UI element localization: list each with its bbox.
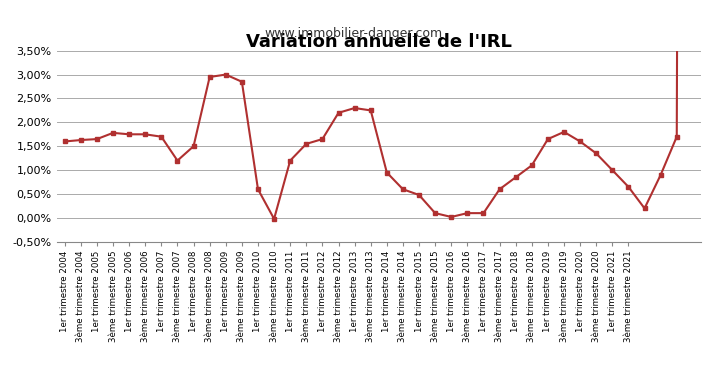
Title: Variation annuelle de l'IRL: Variation annuelle de l'IRL: [246, 33, 512, 51]
Text: www.immobilier-danger.com: www.immobilier-danger.com: [265, 27, 443, 40]
